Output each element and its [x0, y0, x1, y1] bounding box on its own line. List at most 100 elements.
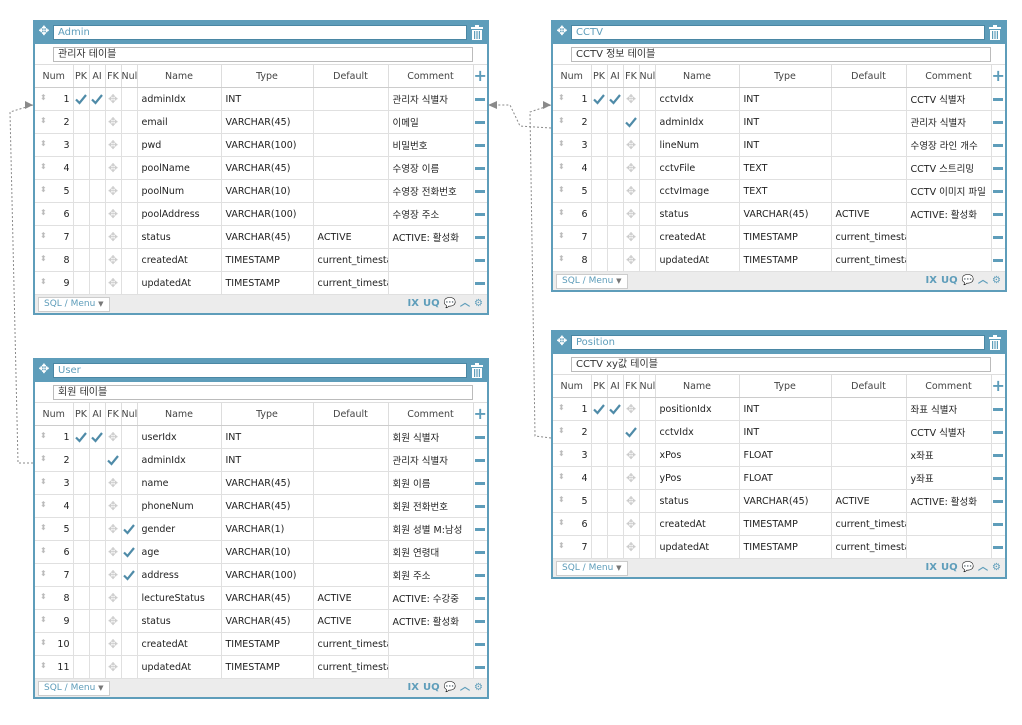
row-number[interactable]: ⬍ 11: [35, 655, 74, 679]
fk-checkbox[interactable]: ✥: [105, 563, 122, 587]
move-icon[interactable]: ✥: [556, 334, 568, 349]
column-name[interactable]: email: [137, 110, 222, 134]
table-row[interactable]: ⬍ 3 ✥ pwd VARCHAR(100) 비밀번호: [35, 133, 487, 157]
column-default[interactable]: [831, 443, 907, 467]
fk-checkbox[interactable]: ✥: [105, 110, 122, 134]
table-row[interactable]: ⬍ 5 ✥ poolNum VARCHAR(10) 수영장 전화번호: [35, 179, 487, 203]
ai-checkbox[interactable]: [607, 202, 624, 226]
pk-checkbox[interactable]: [73, 156, 90, 180]
column-name[interactable]: gender: [137, 517, 222, 541]
column-type[interactable]: INT: [221, 448, 314, 472]
fk-checkbox[interactable]: [105, 448, 122, 472]
table-row[interactable]: ⬍ 5 ✥ gender VARCHAR(1) 회원 성별 M:남성: [35, 517, 487, 541]
column-default[interactable]: current_timestamp: [831, 248, 907, 272]
column-type[interactable]: INT: [739, 133, 832, 157]
fk-checkbox[interactable]: ✥: [623, 489, 640, 513]
null-checkbox[interactable]: [121, 586, 138, 610]
trash-icon[interactable]: [470, 363, 484, 378]
column-default[interactable]: [313, 110, 389, 134]
pk-checkbox[interactable]: [591, 156, 608, 180]
fk-checkbox[interactable]: ✥: [105, 202, 122, 226]
column-default[interactable]: [313, 471, 389, 495]
minus-icon[interactable]: [475, 235, 486, 239]
column-comment[interactable]: CCTV 이미지 파일: [906, 179, 992, 203]
row-number[interactable]: ⬍ 4: [35, 494, 74, 518]
gear-icon[interactable]: ⚙: [992, 275, 1001, 286]
plus-icon[interactable]: +: [473, 66, 487, 85]
sort-arrows-icon[interactable]: ⬍: [40, 185, 47, 194]
row-number[interactable]: ⬍ 10: [35, 632, 74, 656]
row-number[interactable]: ⬍ 5: [35, 517, 74, 541]
pk-checkbox[interactable]: [591, 535, 608, 559]
pk-checkbox[interactable]: [591, 179, 608, 203]
table-row[interactable]: ⬍ 2 adminIdx INT 관리자 식별자: [35, 448, 487, 472]
row-number[interactable]: ⬍ 5: [553, 489, 592, 513]
remove-column-button[interactable]: [473, 133, 487, 157]
drag-handle-icon[interactable]: ✥: [625, 253, 637, 267]
table-header[interactable]: ✥ Position: [553, 332, 1005, 354]
unique-button[interactable]: UQ: [422, 682, 440, 693]
column-type[interactable]: TIMESTAMP: [221, 655, 314, 679]
ai-checkbox[interactable]: [89, 425, 106, 449]
column-default[interactable]: current_timestamp: [313, 248, 389, 272]
sort-arrows-icon[interactable]: ⬍: [558, 518, 565, 527]
column-comment[interactable]: ACTIVE: 활성화: [388, 225, 474, 249]
table-comment-field[interactable]: CCTV xy값 테이블: [571, 357, 991, 372]
column-comment[interactable]: 관리자 식별자: [388, 87, 474, 111]
drag-handle-icon[interactable]: ✥: [107, 637, 119, 651]
sort-arrows-icon[interactable]: ⬍: [40, 139, 47, 148]
table-row[interactable]: ⬍ 6 ✥ status VARCHAR(45) ACTIVE ACTIVE: 활성화: [553, 202, 1005, 226]
column-type[interactable]: VARCHAR(45): [221, 609, 314, 633]
minus-icon[interactable]: [993, 476, 1004, 480]
column-comment[interactable]: [906, 248, 992, 272]
drag-handle-icon[interactable]: ✥: [107, 138, 119, 152]
column-comment[interactable]: 수영장 라인 개수: [906, 133, 992, 157]
column-comment[interactable]: CCTV 식별자: [906, 420, 992, 444]
pk-checkbox[interactable]: [73, 425, 90, 449]
table-row[interactable]: ⬍ 1 ✥ userIdx INT 회원 식별자: [35, 425, 487, 449]
fk-checkbox[interactable]: ✥: [105, 225, 122, 249]
remove-column-button[interactable]: [991, 489, 1005, 513]
column-name[interactable]: poolName: [137, 156, 222, 180]
remove-column-button[interactable]: [473, 563, 487, 587]
ai-checkbox[interactable]: [89, 448, 106, 472]
drag-handle-icon[interactable]: ✥: [107, 568, 119, 582]
column-type[interactable]: VARCHAR(45): [739, 202, 832, 226]
unique-button[interactable]: UQ: [422, 298, 440, 309]
column-type[interactable]: TIMESTAMP: [221, 248, 314, 272]
column-default[interactable]: [831, 420, 907, 444]
drag-handle-icon[interactable]: ✥: [107, 614, 119, 628]
remove-column-button[interactable]: [473, 87, 487, 111]
column-comment[interactable]: [906, 535, 992, 559]
column-comment[interactable]: 관리자 식별자: [906, 110, 992, 134]
pk-checkbox[interactable]: [73, 563, 90, 587]
column-name[interactable]: createdAt: [655, 225, 740, 249]
column-name[interactable]: adminIdx: [137, 87, 222, 111]
fk-checkbox[interactable]: ✥: [623, 397, 640, 421]
column-comment[interactable]: 회원 식별자: [388, 425, 474, 449]
drag-handle-icon[interactable]: ✥: [107, 253, 119, 267]
column-default[interactable]: ACTIVE: [831, 489, 907, 513]
column-type[interactable]: VARCHAR(100): [221, 133, 314, 157]
column-comment[interactable]: 비밀번호: [388, 133, 474, 157]
column-comment[interactable]: ACTIVE: 활성화: [906, 202, 992, 226]
null-checkbox[interactable]: [121, 540, 138, 564]
null-checkbox[interactable]: [639, 489, 656, 513]
row-number[interactable]: ⬍ 3: [35, 133, 74, 157]
row-number[interactable]: ⬍ 7: [553, 535, 592, 559]
drag-handle-icon[interactable]: ✥: [107, 92, 119, 106]
sort-arrows-icon[interactable]: ⬍: [40, 477, 47, 486]
table-row[interactable]: ⬍ 6 ✥ poolAddress VARCHAR(100) 수영장 주소: [35, 202, 487, 226]
index-button[interactable]: IX: [407, 682, 419, 693]
sort-arrows-icon[interactable]: ⬍: [558, 185, 565, 194]
null-checkbox[interactable]: [639, 179, 656, 203]
remove-column-button[interactable]: [473, 471, 487, 495]
row-number[interactable]: ⬍ 3: [35, 471, 74, 495]
column-type[interactable]: FLOAT: [739, 443, 832, 467]
table-row[interactable]: ⬍ 4 ✥ cctvFile TEXT CCTV 스트리밍: [553, 156, 1005, 180]
remove-column-button[interactable]: [991, 420, 1005, 444]
row-number[interactable]: ⬍ 1: [553, 397, 592, 421]
pk-checkbox[interactable]: [591, 466, 608, 490]
pk-checkbox[interactable]: [73, 110, 90, 134]
